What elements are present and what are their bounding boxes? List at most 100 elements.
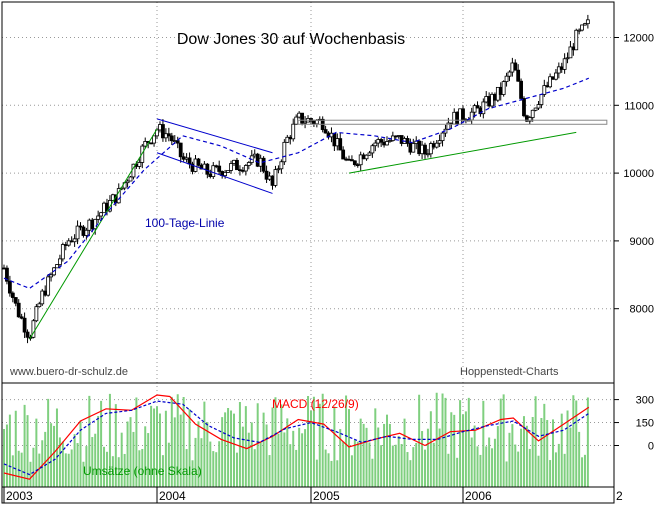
candle-body bbox=[530, 109, 535, 118]
candle-body bbox=[72, 238, 77, 243]
candle-body bbox=[16, 302, 21, 318]
x-tick-label: 2004 bbox=[159, 489, 186, 503]
trend-line-uptrend bbox=[29, 128, 158, 340]
candle-body bbox=[533, 107, 538, 111]
macd-title: MACD (12/26/9) bbox=[272, 397, 359, 411]
candle-body bbox=[163, 133, 168, 139]
macd-series-signal bbox=[3, 400, 590, 476]
candle-body bbox=[481, 101, 486, 115]
y-tick-label-macd: 0 bbox=[648, 441, 654, 453]
candle-body bbox=[426, 153, 430, 156]
candle-body bbox=[352, 160, 357, 166]
candle-body bbox=[411, 143, 416, 153]
candle-body bbox=[542, 85, 547, 95]
candle-body bbox=[504, 75, 509, 82]
candle-body bbox=[128, 176, 133, 182]
candle-body bbox=[7, 280, 12, 294]
candle-body bbox=[350, 159, 354, 162]
ma-label: 100-Tage-Linie bbox=[145, 216, 225, 230]
candle-body bbox=[379, 139, 384, 143]
candle-body bbox=[169, 135, 174, 142]
y-tick-label-price: 11000 bbox=[624, 100, 654, 112]
y-tick-label-price: 10000 bbox=[623, 168, 654, 180]
candle-body bbox=[84, 229, 89, 236]
candle-body bbox=[303, 121, 307, 124]
candle-body bbox=[238, 169, 242, 172]
candle-body bbox=[341, 149, 346, 160]
candle-body bbox=[93, 218, 98, 230]
candle-body bbox=[273, 169, 278, 186]
candle-body bbox=[285, 136, 290, 143]
overlay-layer bbox=[3, 77, 608, 340]
candle-body bbox=[205, 163, 210, 175]
macd-series-macd bbox=[3, 394, 590, 480]
candle-body bbox=[229, 163, 233, 171]
y-tick-label-price: 12000 bbox=[623, 33, 654, 45]
candle-body bbox=[475, 105, 480, 109]
candle-body bbox=[358, 154, 363, 166]
candle-body bbox=[175, 140, 180, 144]
candle-body bbox=[49, 274, 53, 278]
candle-body bbox=[440, 132, 445, 142]
candle-body bbox=[37, 303, 42, 308]
candle-body bbox=[437, 140, 442, 144]
candle-body bbox=[152, 135, 156, 144]
candle-body bbox=[255, 153, 260, 167]
candle-body bbox=[291, 123, 296, 140]
candle-body bbox=[66, 240, 71, 246]
candle-body bbox=[423, 144, 427, 155]
candle-body bbox=[536, 104, 541, 109]
candle-body bbox=[314, 119, 319, 125]
y-tick-label-price: 9000 bbox=[630, 236, 654, 248]
candle-body bbox=[461, 108, 465, 120]
candle-body bbox=[565, 57, 570, 60]
candle-body bbox=[507, 71, 512, 77]
frame-layer: 8000 9000 10000 11000 12000 300 150 0 2003 2004 20… bbox=[1, 1, 654, 504]
candle-body bbox=[208, 173, 213, 177]
source-right: Hoppenstedt-Charts bbox=[460, 366, 559, 378]
candle-body bbox=[261, 157, 266, 172]
candle-body bbox=[562, 58, 567, 70]
candle-body bbox=[232, 159, 236, 164]
candle-body bbox=[223, 171, 228, 177]
candle-body bbox=[279, 161, 284, 170]
candle-body bbox=[338, 138, 343, 151]
x-tick-label: 2 bbox=[616, 489, 623, 503]
candle-body bbox=[202, 163, 207, 170]
candle-body bbox=[522, 98, 526, 117]
candle-body bbox=[214, 165, 219, 168]
candle-body bbox=[258, 157, 263, 167]
candle-body bbox=[226, 170, 230, 173]
candle-body bbox=[580, 24, 584, 31]
candle-body bbox=[178, 142, 183, 158]
candle-body bbox=[355, 164, 360, 167]
candle-body bbox=[240, 169, 245, 172]
candle-body bbox=[184, 157, 189, 160]
label-layer: Dow Jones 30 auf Wochenbasis 100-Tage-Li… bbox=[9, 31, 559, 478]
candle-body bbox=[196, 158, 201, 166]
candle-body bbox=[264, 170, 269, 180]
candle-body bbox=[137, 162, 142, 167]
candle-body bbox=[217, 165, 222, 172]
candle-body bbox=[58, 258, 62, 265]
candle-body bbox=[96, 215, 101, 220]
candle-body bbox=[161, 124, 165, 139]
candle-body bbox=[158, 124, 162, 131]
candle-body bbox=[367, 152, 372, 156]
y-tick-label-macd: 300 bbox=[636, 395, 654, 407]
candle-body bbox=[125, 180, 130, 184]
candle-body bbox=[78, 225, 83, 228]
price-layer bbox=[2, 14, 590, 344]
candle-body bbox=[364, 154, 369, 160]
candle-body bbox=[434, 142, 439, 148]
candle-body bbox=[574, 29, 579, 51]
volume-layer bbox=[3, 392, 589, 487]
candle-body bbox=[75, 225, 80, 240]
candle-body bbox=[40, 290, 45, 305]
candle-body bbox=[472, 105, 477, 113]
candle-body bbox=[469, 111, 474, 121]
candle-body bbox=[405, 138, 410, 144]
candle-body bbox=[31, 320, 36, 338]
candle-body bbox=[585, 19, 590, 25]
candle-body bbox=[288, 136, 293, 140]
